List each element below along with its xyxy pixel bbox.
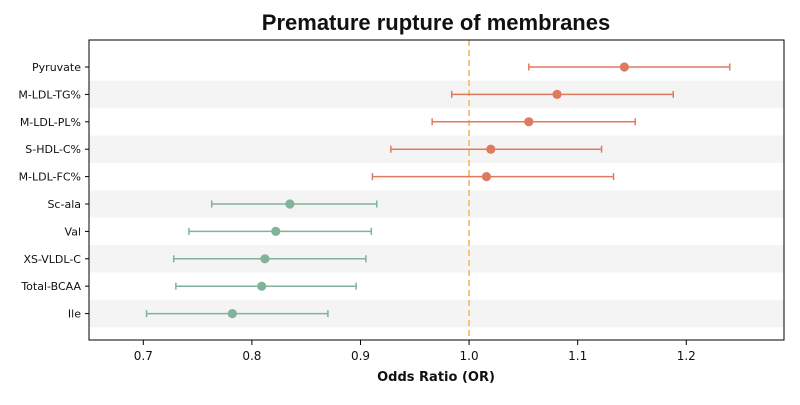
data-marks bbox=[145, 62, 731, 319]
x-tick-label: 0.9 bbox=[351, 349, 370, 363]
x-tick-label: 1.2 bbox=[677, 349, 696, 363]
row-band bbox=[89, 80, 784, 109]
x-axis-label: Odds Ratio (OR) bbox=[377, 370, 495, 385]
x-tick-label: 1.1 bbox=[568, 349, 587, 363]
y-tick-label: M-LDL-TG% bbox=[18, 88, 81, 101]
plot-frame bbox=[88, 39, 785, 341]
x-axis: 0.7 0.8 0.9 1.0 1.1 1.2 bbox=[134, 340, 696, 363]
y-tick-label: Sc-ala bbox=[47, 198, 81, 211]
y-tick-label: Ile bbox=[68, 308, 81, 321]
y-tick-label: M-LDL-PL% bbox=[20, 116, 81, 129]
row-bands bbox=[89, 80, 784, 328]
or-point bbox=[271, 226, 281, 236]
y-axis: Pyruvate M-LDL-TG% M-LDL-PL% S-HDL-C% M-LDL-… bbox=[18, 61, 89, 321]
row-band bbox=[89, 190, 784, 218]
or-point bbox=[227, 309, 237, 319]
x-tick-label: 0.7 bbox=[134, 349, 153, 363]
y-tick-label: XS-VLDL-C bbox=[23, 253, 81, 266]
or-point bbox=[524, 117, 534, 127]
forest-row bbox=[175, 281, 357, 291]
or-point bbox=[486, 144, 496, 154]
or-point bbox=[552, 89, 562, 99]
or-point bbox=[619, 62, 629, 72]
y-tick-label: Total-BCAA bbox=[20, 280, 81, 293]
or-point bbox=[260, 254, 270, 264]
forest-row bbox=[390, 144, 603, 154]
y-tick-label: M-LDL-FC% bbox=[19, 171, 81, 184]
y-tick-label: Pyruvate bbox=[32, 61, 81, 74]
forest-row bbox=[431, 117, 636, 127]
or-point bbox=[257, 281, 267, 291]
y-tick-label: S-HDL-C% bbox=[25, 143, 81, 156]
forest-row bbox=[371, 172, 615, 182]
x-tick-label: 1.0 bbox=[460, 349, 479, 363]
forest-row bbox=[172, 254, 367, 264]
forest-row bbox=[210, 199, 378, 209]
forest-row bbox=[528, 62, 731, 72]
forest-row bbox=[450, 89, 674, 99]
forest-row bbox=[188, 226, 373, 236]
y-tick-label: Val bbox=[65, 225, 81, 238]
or-point bbox=[285, 199, 295, 209]
or-point bbox=[481, 172, 492, 182]
forest-row bbox=[145, 309, 329, 319]
x-tick-label: 0.8 bbox=[242, 349, 261, 363]
chart-title: Premature rupture of membranes bbox=[262, 10, 610, 35]
